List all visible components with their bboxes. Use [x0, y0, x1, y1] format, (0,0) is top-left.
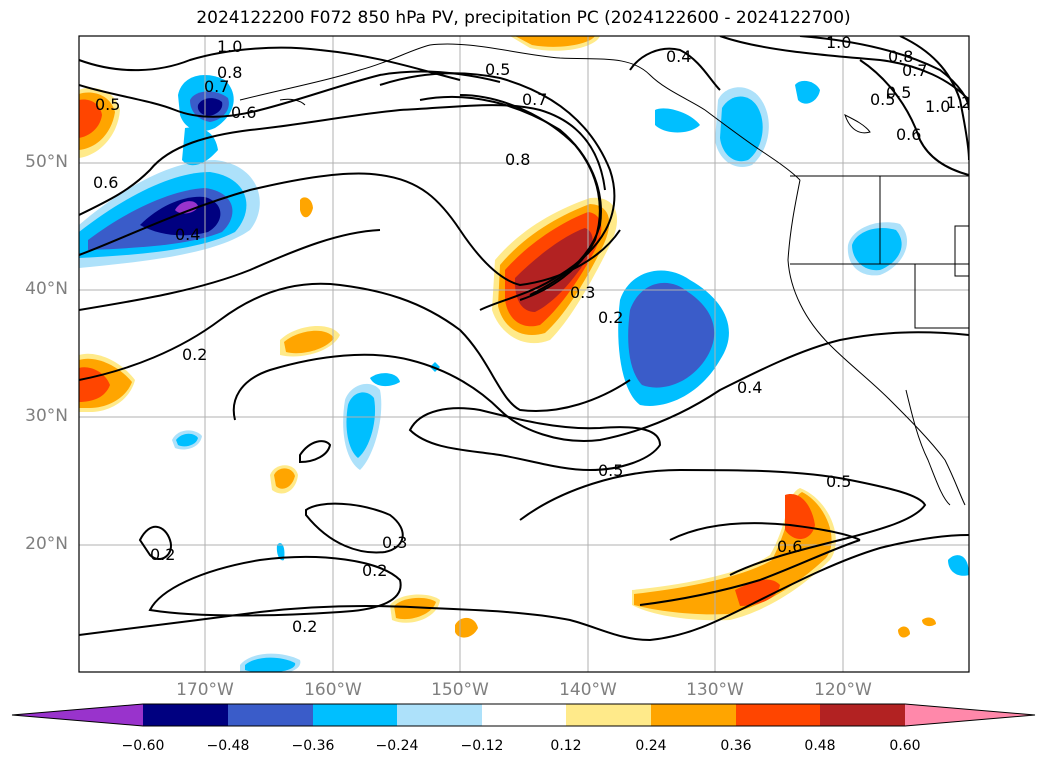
contour-label: 0.2: [150, 545, 175, 564]
contour-label: 0.5: [598, 461, 623, 480]
contour-label: 0.8: [505, 150, 530, 169]
contour-label: 0.6: [231, 103, 256, 122]
map-plot-area: 1.0 0.8 0.7 0.6 0.5 0.6 0.4 0.5 0.7 0.8 …: [79, 33, 971, 672]
lat-label: 40°N: [25, 279, 68, 299]
lat-label: 30°N: [25, 406, 68, 426]
lat-label: 20°N: [25, 534, 68, 554]
colorbar-bin: [313, 704, 397, 726]
colorbar-tick: 0.24: [635, 738, 667, 754]
contour-label: 0.5: [826, 472, 851, 491]
contour-label: 1.0: [217, 37, 242, 56]
colorbar-extend-low: [12, 704, 143, 726]
lon-label: 130°W: [686, 680, 744, 700]
contour-label: 0.6: [896, 125, 921, 144]
colorbar-bin: [482, 704, 566, 726]
contour-label: 0.2: [182, 345, 207, 364]
colorbar-extend-high: [905, 704, 1035, 726]
contour-label: 0.5: [95, 95, 120, 114]
contour-label: 0.8: [888, 47, 913, 66]
contour-label: 0.3: [382, 533, 407, 552]
colorbar-tick: 0.48: [804, 738, 836, 754]
colorbar-tick: −0.36: [291, 738, 335, 754]
map-title: 2024122200 F072 850 hPa PV, precipitatio…: [196, 8, 851, 28]
contour-label: 0.7: [204, 77, 229, 96]
colorbar-tick: −0.60: [121, 738, 165, 754]
contour-label: 0.2: [598, 308, 623, 327]
contour-labels: 1.0 0.8 0.7 0.6 0.5 0.6 0.4 0.5 0.7 0.8 …: [93, 33, 971, 636]
contour-label: 0.5: [870, 90, 895, 109]
contour-label: 0.5: [886, 83, 911, 102]
colorbar-bin: [566, 704, 651, 726]
contour-label: 0.3: [570, 283, 595, 302]
colorbar-bin: [820, 704, 905, 726]
precip-negative-shading: [79, 75, 969, 672]
colorbar-bin: [397, 704, 482, 726]
contour-label: 0.4: [175, 225, 200, 244]
coastlines: [239, 43, 969, 506]
colorbar-tick: −0.24: [375, 738, 419, 754]
colorbar-bin: [228, 704, 313, 726]
colorbar-tick: −0.12: [460, 738, 504, 754]
colorbar-tick: 0.60: [889, 738, 921, 754]
contour-label: 0.8: [217, 63, 242, 82]
colorbar-tick: 0.36: [720, 738, 752, 754]
contour-label: 0.2: [292, 617, 317, 636]
map-frame: [78, 35, 970, 673]
lon-label: 150°W: [431, 680, 489, 700]
colorbar-tick: −0.48: [206, 738, 250, 754]
colorbar: [11, 703, 1036, 727]
colorbar-bin: [736, 704, 820, 726]
lon-label: 160°W: [304, 680, 362, 700]
contour-label: 1.0: [826, 33, 851, 52]
contour-label: 0.6: [93, 173, 118, 192]
lon-label: 120°W: [814, 680, 872, 700]
contour-label: 0.7: [522, 90, 547, 109]
lon-label: 140°W: [559, 680, 617, 700]
precip-positive-shading: [79, 36, 936, 638]
contour-label: 0.4: [666, 47, 691, 66]
contour-label: 1.0: [925, 97, 950, 116]
contour-label: 0.4: [737, 378, 762, 397]
colorbar-bin: [143, 704, 228, 726]
colorbar-bin: [651, 704, 736, 726]
pv-contours: [79, 36, 969, 642]
contour-label: 1.2: [946, 93, 971, 112]
lon-label: 170°W: [176, 680, 234, 700]
colorbar-tick: 0.12: [550, 738, 582, 754]
contour-label: 0.2: [362, 561, 387, 580]
lat-label: 50°N: [25, 152, 68, 172]
contour-label: 0.6: [777, 537, 802, 556]
contour-label: 0.5: [485, 60, 510, 79]
contour-label: 0.7: [902, 61, 927, 80]
